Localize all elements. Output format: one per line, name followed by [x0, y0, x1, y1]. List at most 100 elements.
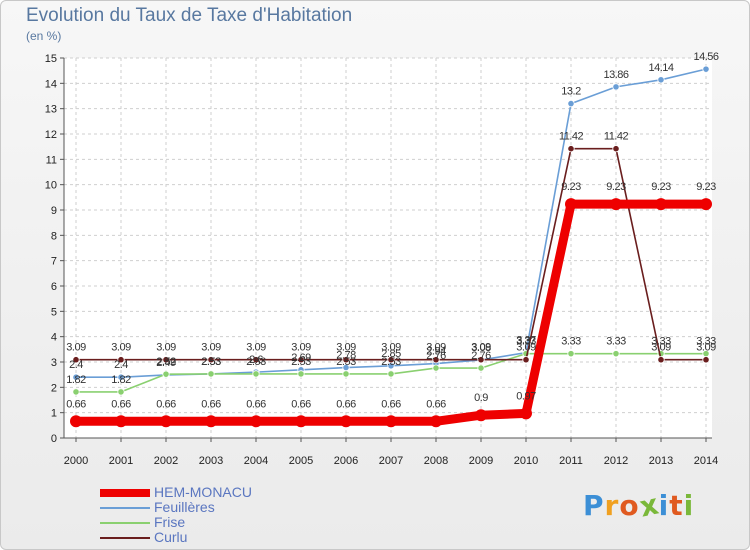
data-label: 3.08	[471, 342, 491, 354]
data-label: 2.85	[381, 348, 401, 360]
data-label: 3.09	[111, 342, 131, 354]
data-label: 2.6	[249, 354, 263, 366]
data-label: 0.66	[291, 398, 311, 410]
data-point	[385, 415, 397, 428]
data-label: 2.4	[114, 359, 128, 371]
x-tick-label: 2014	[694, 455, 718, 467]
data-label: 0.9	[474, 392, 488, 404]
data-label: 0.66	[201, 398, 221, 410]
legend-item: Feuillères	[100, 500, 252, 515]
data-label: 11.42	[559, 131, 584, 143]
y-tick-label: 0	[51, 433, 57, 445]
data-label: 2.4	[69, 359, 83, 371]
data-point	[432, 364, 440, 372]
data-point	[115, 415, 127, 428]
data-point	[657, 76, 665, 84]
data-label: 3.09	[651, 342, 671, 354]
x-tick-label: 2012	[604, 455, 628, 467]
data-label: 3.09	[426, 342, 446, 354]
data-point	[702, 65, 710, 73]
data-label: 2.69	[291, 352, 311, 364]
x-tick-label: 2005	[289, 455, 313, 467]
data-label: 0.66	[156, 398, 176, 410]
data-label: 3.09	[471, 342, 491, 354]
data-point	[612, 83, 620, 91]
x-tick-label: 2002	[154, 455, 178, 467]
data-label: 0.66	[381, 398, 401, 410]
y-tick-label: 6	[51, 281, 57, 293]
data-point	[430, 415, 442, 428]
proxiti-logo: Proxiti	[583, 487, 695, 523]
data-point	[207, 356, 215, 364]
data-label: 2.94	[426, 346, 446, 358]
legend-label: Curlu	[154, 529, 188, 545]
data-point	[567, 145, 575, 153]
data-point	[297, 356, 305, 364]
data-point	[477, 364, 485, 372]
y-tick-label: 3	[51, 357, 57, 369]
data-label: 0.66	[336, 398, 356, 410]
data-label: 9.23	[696, 181, 716, 193]
data-label: 2.53	[246, 356, 266, 368]
data-point	[250, 415, 262, 428]
data-point	[342, 370, 350, 378]
y-tick-label: 13	[45, 104, 57, 116]
x-tick-label: 2011	[559, 455, 583, 467]
data-point	[160, 415, 172, 428]
logo-letter: o	[619, 489, 640, 522]
data-label: 1.82	[66, 374, 86, 386]
data-label: 3.37	[516, 335, 536, 347]
data-point	[567, 350, 575, 358]
data-label: 3.09	[336, 342, 356, 354]
legend-swatch	[100, 488, 150, 497]
legend-item: Frise	[100, 515, 252, 530]
data-label: 3.33	[651, 336, 671, 348]
data-label: 3.09	[156, 342, 176, 354]
data-label: 9.23	[561, 181, 581, 193]
data-point	[702, 356, 710, 364]
data-label: 2.76	[471, 350, 491, 362]
data-point	[610, 198, 622, 211]
legend-label: HEM-MONACU	[154, 484, 252, 500]
data-label: 3.33	[606, 336, 626, 348]
data-point	[612, 145, 620, 153]
data-label: 2.52	[156, 356, 176, 368]
data-point	[162, 370, 170, 378]
data-point	[117, 356, 125, 364]
data-label: 2.76	[426, 350, 446, 362]
data-point	[72, 356, 80, 364]
legend-item: HEM-MONACU	[100, 485, 252, 500]
legend-swatch	[100, 536, 150, 539]
x-tick-label: 2000	[64, 455, 88, 467]
data-point	[567, 100, 575, 108]
x-tick-label: 2003	[199, 455, 223, 467]
y-tick-label: 10	[45, 180, 57, 192]
legend-label: Frise	[154, 514, 186, 530]
y-tick-label: 5	[51, 306, 57, 318]
data-point	[117, 388, 125, 396]
x-tick-label: 2004	[244, 455, 268, 467]
logo-letter: i	[683, 489, 695, 522]
data-label: 3.09	[696, 342, 716, 354]
data-point	[72, 373, 80, 381]
data-point	[612, 350, 620, 358]
data-label: 2.53	[291, 356, 311, 368]
y-tick-label: 15	[45, 53, 57, 65]
data-point	[387, 370, 395, 378]
y-tick-label: 14	[45, 78, 57, 90]
data-label: 3.33	[561, 336, 581, 348]
data-label: 3.33	[516, 336, 536, 348]
data-point	[475, 409, 487, 422]
data-point	[70, 415, 82, 428]
chart-subtitle: (en %)	[26, 29, 62, 43]
data-label: 3.09	[381, 342, 401, 354]
data-label: 14.56	[693, 51, 718, 63]
legend-label: Feuillères	[154, 499, 215, 515]
x-tick-label: 2001	[109, 455, 133, 467]
y-tick-label: 9	[51, 205, 57, 217]
data-point	[252, 370, 260, 378]
data-label: 2.53	[381, 356, 401, 368]
data-point	[432, 356, 440, 364]
logo-letter: P	[583, 489, 605, 522]
